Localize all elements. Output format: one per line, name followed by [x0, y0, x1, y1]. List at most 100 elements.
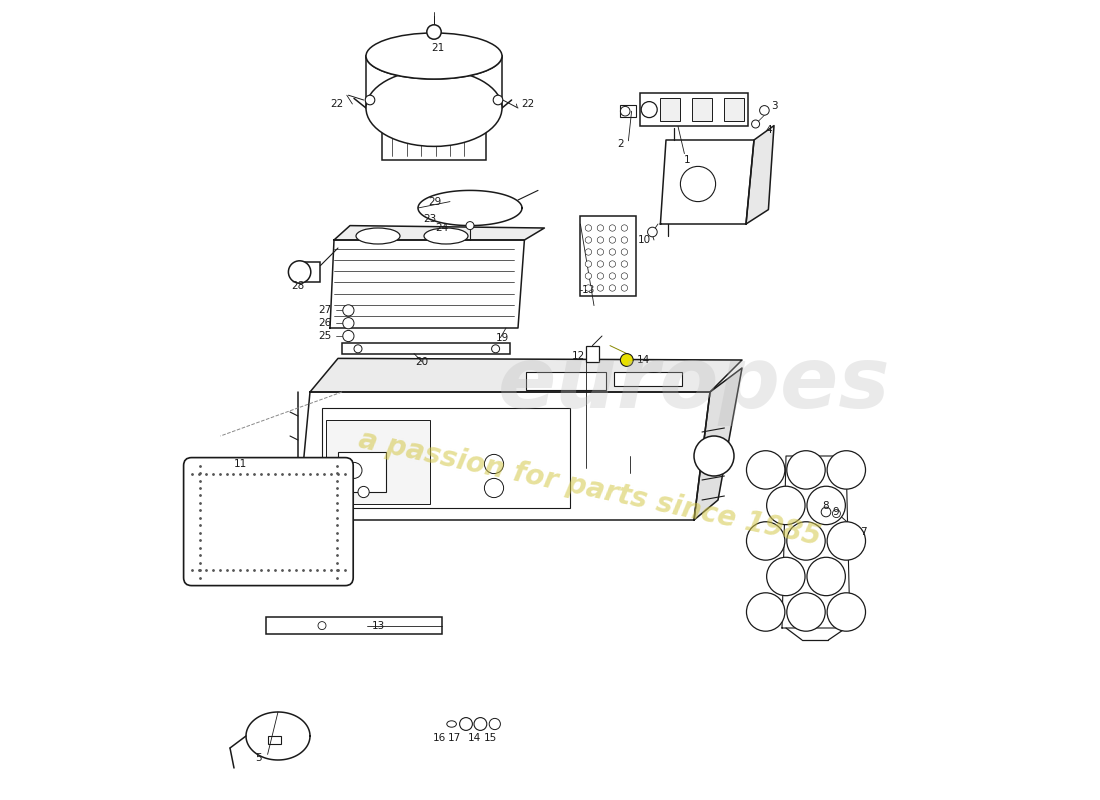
Text: a passion for parts since 1985: a passion for parts since 1985: [356, 426, 824, 550]
Text: 22: 22: [521, 99, 535, 109]
Circle shape: [585, 225, 592, 231]
Text: 19: 19: [495, 333, 508, 342]
Text: 17: 17: [448, 733, 461, 742]
Bar: [338, 452, 386, 492]
Ellipse shape: [447, 721, 456, 727]
Text: 20: 20: [416, 357, 429, 366]
Circle shape: [493, 95, 503, 105]
Text: 16: 16: [433, 733, 447, 742]
Circle shape: [597, 237, 604, 243]
Circle shape: [346, 462, 362, 478]
Circle shape: [609, 249, 616, 255]
Ellipse shape: [366, 33, 502, 79]
Bar: [581, 216, 637, 296]
Circle shape: [807, 486, 846, 525]
Text: 29: 29: [428, 197, 441, 206]
Text: 18: 18: [582, 285, 595, 294]
Circle shape: [466, 222, 474, 230]
Circle shape: [827, 593, 866, 631]
Circle shape: [621, 237, 628, 243]
Circle shape: [358, 486, 370, 498]
Circle shape: [767, 558, 805, 596]
Text: 14: 14: [637, 355, 650, 365]
Text: 2: 2: [617, 139, 624, 149]
Circle shape: [786, 522, 825, 560]
Circle shape: [609, 285, 616, 291]
Text: 21: 21: [431, 43, 444, 53]
Text: 12: 12: [572, 351, 585, 361]
Polygon shape: [334, 226, 544, 240]
Polygon shape: [310, 358, 742, 392]
Circle shape: [597, 273, 604, 279]
Text: 28: 28: [292, 282, 305, 291]
Text: 4: 4: [766, 125, 772, 134]
Circle shape: [767, 486, 805, 525]
Bar: [619, 105, 636, 117]
Circle shape: [609, 225, 616, 231]
Circle shape: [318, 622, 326, 630]
Text: 14: 14: [469, 733, 482, 742]
Bar: [614, 372, 682, 386]
Circle shape: [343, 330, 354, 342]
Circle shape: [597, 225, 604, 231]
Circle shape: [827, 522, 866, 560]
Circle shape: [354, 345, 362, 353]
Circle shape: [751, 120, 760, 128]
Polygon shape: [298, 392, 710, 520]
Bar: [322, 408, 570, 508]
Circle shape: [760, 106, 769, 115]
Circle shape: [620, 106, 630, 116]
Circle shape: [621, 261, 628, 267]
Circle shape: [365, 95, 375, 105]
Bar: [266, 617, 442, 634]
Circle shape: [747, 522, 785, 560]
Bar: [660, 98, 681, 121]
FancyBboxPatch shape: [184, 458, 353, 586]
Polygon shape: [330, 240, 525, 328]
Text: 7: 7: [860, 527, 867, 537]
Text: 8: 8: [822, 501, 828, 510]
Bar: [692, 98, 713, 121]
Text: 11: 11: [234, 459, 248, 469]
Circle shape: [621, 285, 628, 291]
Text: 9: 9: [833, 507, 839, 517]
Bar: [296, 262, 320, 282]
Ellipse shape: [366, 70, 502, 146]
Text: 3: 3: [771, 101, 778, 110]
Circle shape: [747, 450, 785, 489]
Circle shape: [681, 166, 716, 202]
Text: 27: 27: [318, 306, 331, 315]
Circle shape: [484, 478, 504, 498]
Text: 24: 24: [436, 223, 449, 233]
Circle shape: [585, 249, 592, 255]
Text: 10: 10: [638, 235, 651, 245]
Circle shape: [786, 450, 825, 489]
Circle shape: [609, 273, 616, 279]
Text: 23: 23: [424, 214, 437, 224]
Text: 1: 1: [684, 155, 691, 165]
Circle shape: [597, 261, 604, 267]
Circle shape: [474, 718, 487, 730]
Polygon shape: [694, 368, 743, 520]
Circle shape: [609, 237, 616, 243]
Circle shape: [786, 593, 825, 631]
Text: 26: 26: [318, 318, 331, 328]
Circle shape: [597, 249, 604, 255]
Text: 15: 15: [484, 733, 497, 742]
Bar: [342, 343, 510, 354]
Bar: [382, 108, 486, 160]
Bar: [326, 420, 430, 504]
Bar: [724, 98, 745, 121]
Bar: [268, 736, 282, 744]
Circle shape: [585, 273, 592, 279]
Circle shape: [641, 102, 657, 118]
Polygon shape: [660, 140, 754, 224]
Circle shape: [597, 285, 604, 291]
Circle shape: [460, 718, 472, 730]
Circle shape: [621, 249, 628, 255]
Ellipse shape: [356, 228, 400, 244]
Circle shape: [822, 507, 830, 517]
Circle shape: [747, 593, 785, 631]
Circle shape: [609, 261, 616, 267]
Circle shape: [621, 273, 628, 279]
